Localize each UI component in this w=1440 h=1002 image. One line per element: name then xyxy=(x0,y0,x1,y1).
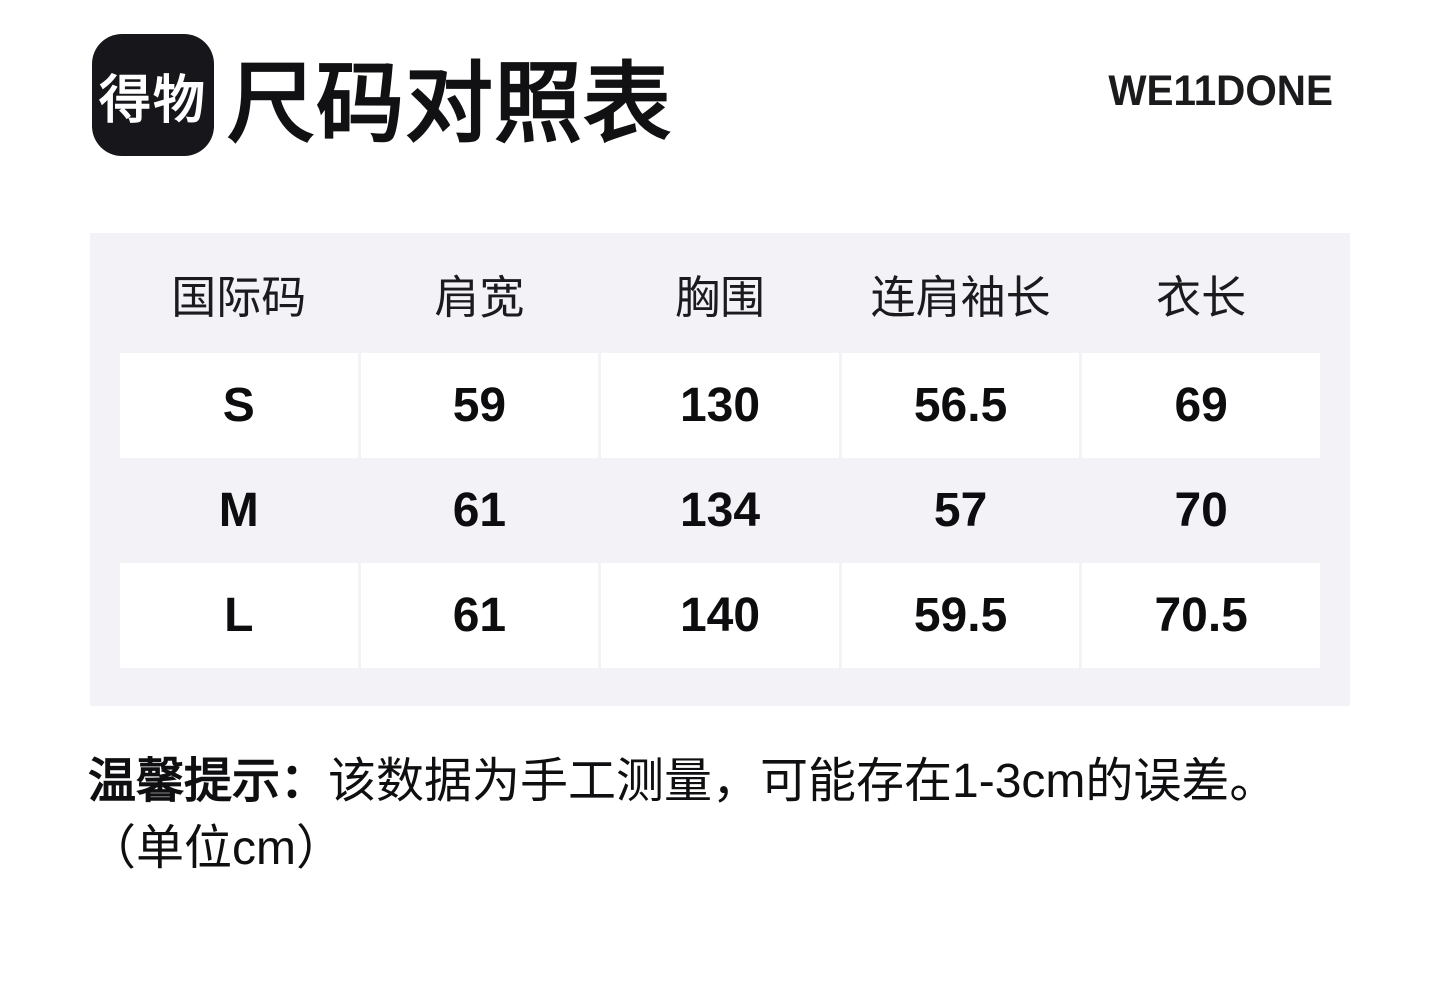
cell-chest: 140 xyxy=(601,563,839,668)
cell-chest: 130 xyxy=(601,353,839,458)
cell-raglan-sleeve-length: 59.5 xyxy=(841,563,1080,668)
cell-shoulder-width: 61 xyxy=(452,484,507,537)
cell-size-label: S xyxy=(120,353,358,458)
column-header-chest: 胸围 xyxy=(674,271,765,323)
brand-logo-text: WE11DONE xyxy=(1108,67,1333,115)
dewu-logo: 得物 xyxy=(92,34,214,156)
cell-size-label: L xyxy=(120,563,358,668)
dewu-logo-text: 得物 xyxy=(98,71,207,130)
cell-raglan-sleeve-length: 56.5 xyxy=(841,353,1080,458)
column-header-shoulder-width: 肩宽 xyxy=(434,271,525,323)
cell-shoulder-width: 61 xyxy=(360,563,599,668)
cell-garment-length: 69 xyxy=(1082,353,1320,458)
cell-chest: 134 xyxy=(679,484,761,537)
note-line-1: 温馨提示：该数据为手工测量，可能存在1-3cm的误差。 xyxy=(88,748,1398,815)
note-label: 温馨提示： xyxy=(88,755,329,808)
column-header-intl-size: 国际码 xyxy=(171,271,307,323)
note-text: 该数据为手工测量，可能存在1-3cm的误差。 xyxy=(328,755,1278,808)
column-header-garment-length: 衣长 xyxy=(1156,271,1247,323)
column-header-raglan-sleeve-length: 连肩袖长 xyxy=(870,271,1051,323)
cell-garment-length: 70.5 xyxy=(1082,563,1320,668)
measurement-note: 温馨提示：该数据为手工测量，可能存在1-3cm的误差。 （单位cm） xyxy=(88,748,1398,882)
size-table: 国际码 肩宽 胸围 连肩袖长 衣长 S 59 130 56.5 69 M 61 … xyxy=(90,233,1350,706)
cell-size-label: M xyxy=(218,484,259,537)
cell-raglan-sleeve-length: 57 xyxy=(933,484,988,537)
table-row-size-l: L 61 140 59.5 70.5 xyxy=(120,563,1320,668)
table-header-row: 国际码 肩宽 胸围 连肩袖长 衣长 xyxy=(120,233,1320,353)
page-title: 尺码对照表 xyxy=(227,53,673,153)
table-row-size-m: M 61 134 57 70 xyxy=(120,458,1320,563)
note-unit-line: （单位cm） xyxy=(88,822,344,875)
cell-shoulder-width: 59 xyxy=(360,353,599,458)
cell-garment-length: 70 xyxy=(1174,484,1228,537)
table-row-size-s: S 59 130 56.5 69 xyxy=(120,353,1320,458)
